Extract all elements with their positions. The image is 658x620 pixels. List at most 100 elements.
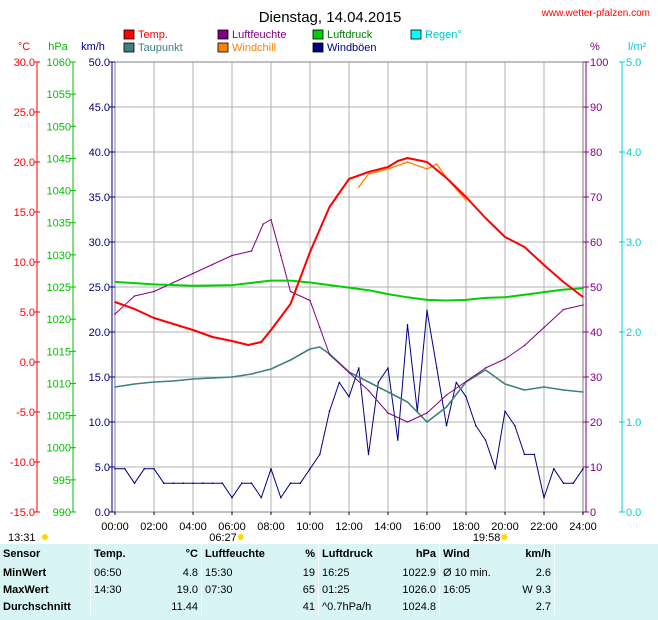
data-point [124, 468, 126, 470]
data-point [504, 236, 506, 238]
legend-entry: Regen° [425, 29, 462, 41]
pressure-tick-label: 1030 [47, 250, 71, 262]
data-point [270, 468, 272, 470]
data-point [445, 406, 448, 408]
data-point [192, 378, 194, 380]
legend-swatch [123, 29, 135, 40]
data-point [445, 424, 448, 427]
data-point [406, 324, 409, 326]
data-point [523, 246, 526, 248]
axis-unit-labels: °C hPa km/h% l/m² [18, 41, 647, 53]
data-point [406, 157, 409, 159]
stats-pressure-time: 16:25 [318, 564, 393, 581]
stats-row-min: MinWert 06:50 4.8 15:30 19 16:25 1022.9 … [0, 564, 651, 581]
wind-tick-label: 10.0 [89, 417, 110, 429]
temp-tick-label: 20.0 [14, 157, 35, 169]
data-point [553, 468, 555, 470]
stats-header-row: Sensor Temp. °C Luftfeuchte % Luftdruck … [0, 544, 651, 564]
stats-temp-time: 06:50 [90, 564, 149, 581]
axes: -15.0 -10.0 -5.0 0.0 5.0 10.0 15.0 20.0 25.0 30.0… [10, 57, 641, 519]
data-point [309, 468, 311, 470]
weather-chart: Dienstag, 14.04.2015 www.wetter-pfalzen.… [8, 8, 650, 544]
pressure-tick-label: 1000 [47, 443, 71, 455]
data-point [436, 367, 438, 369]
wind-tick-label: 15.0 [89, 372, 110, 384]
data-point [221, 482, 224, 485]
x-tick-label: 24:00 [569, 521, 597, 533]
data-point [172, 323, 175, 325]
legend-swatch [217, 42, 229, 53]
data-point [182, 482, 185, 485]
data-point [455, 381, 458, 384]
data-point [445, 177, 448, 179]
data-point [582, 296, 584, 298]
stats-humidity-time [201, 598, 278, 615]
stats-pressure-time: ^0.7hPa/h [318, 598, 393, 615]
sunrise-time-label: 06:27 [209, 532, 237, 544]
wind-tick-label: 25.0 [89, 282, 110, 294]
stats-humidity-time: 07:30 [201, 581, 278, 598]
wind-unit-label: km/h [81, 41, 105, 53]
data-point [387, 293, 389, 295]
data-point [231, 340, 233, 342]
data-point [202, 482, 204, 485]
temp-tick-label: -10.0 [10, 457, 35, 469]
data-point [387, 391, 389, 393]
data-point [465, 396, 467, 398]
data-point [172, 482, 175, 485]
data-point [484, 367, 487, 369]
data-point [484, 439, 487, 441]
legend-swatch [217, 29, 229, 40]
data-point [280, 496, 282, 499]
x-tick-label: 02:00 [140, 521, 168, 533]
data-point [465, 199, 467, 201]
data-point [562, 288, 565, 291]
data-point [192, 272, 194, 275]
rain-unit-label: l/m² [628, 41, 647, 53]
data-point [572, 482, 575, 485]
stats-header-humidity-unit: % [305, 548, 315, 560]
data-point [280, 254, 282, 257]
data-point [514, 424, 516, 427]
wind-tick-label: 20.0 [89, 327, 110, 339]
data-point [309, 299, 311, 302]
sunset-icon [501, 534, 508, 540]
stats-label: MinWert [3, 566, 47, 579]
stats-temp-time: 14:30 [90, 581, 149, 598]
statistics-table: Sensor Temp. °C Luftfeuchte % Luftdruck … [0, 544, 651, 615]
data-point [533, 453, 536, 456]
data-point [172, 281, 175, 284]
stats-row-max: MaxWert 14:30 19.0 07:30 65 01:25 1026.0… [0, 581, 651, 598]
x-tick-label: 14:00 [374, 521, 402, 533]
stats-label: MaxWert [3, 583, 49, 596]
data-point [387, 367, 389, 369]
data-point [504, 296, 506, 299]
data-point [247, 344, 249, 346]
pressure-tick-label: 1005 [47, 411, 71, 423]
x-tick-label: 00:00 [101, 521, 129, 533]
data-point [465, 299, 467, 301]
stats-header-temp: Temp. [90, 544, 149, 564]
data-point [543, 291, 545, 293]
site-link[interactable]: www.wetter-pfalzen.com [541, 8, 650, 19]
x-tick-label: 16:00 [413, 521, 441, 533]
temp-tick-label: -5.0 [16, 407, 35, 419]
data-point [289, 303, 292, 305]
temp-tick-label: 10.0 [14, 257, 35, 269]
data-point [543, 386, 545, 388]
stats-header-pressure: Luftdruck [318, 544, 393, 564]
data-series [114, 157, 584, 499]
legend-entry: Windböen [327, 42, 377, 54]
humidity-tick-label: 10 [590, 462, 602, 474]
data-point [387, 168, 389, 170]
data-point [582, 391, 584, 393]
data-point [299, 482, 302, 485]
pressure-tick-label: 1045 [47, 153, 71, 165]
data-point [523, 453, 526, 456]
data-point [484, 217, 487, 219]
stats-temp-value: 11.44 [171, 600, 198, 613]
stats-humidity-value: 19 [302, 566, 315, 579]
stats-label: Durchschnitt [3, 600, 71, 613]
data-point [153, 317, 155, 319]
data-point [328, 353, 331, 356]
